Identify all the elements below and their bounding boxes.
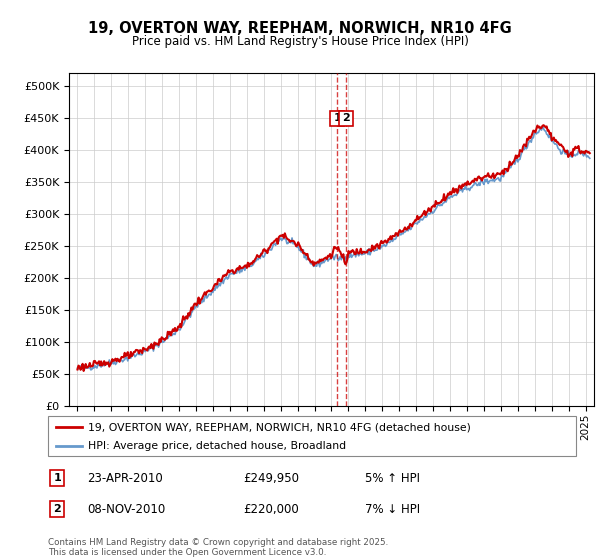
Text: £249,950: £249,950 [244, 472, 299, 484]
Text: HPI: Average price, detached house, Broadland: HPI: Average price, detached house, Broa… [88, 441, 346, 451]
Text: 19, OVERTON WAY, REEPHAM, NORWICH, NR10 4FG: 19, OVERTON WAY, REEPHAM, NORWICH, NR10 … [88, 21, 512, 36]
Text: 7% ↓ HPI: 7% ↓ HPI [365, 503, 420, 516]
Text: Contains HM Land Registry data © Crown copyright and database right 2025.
This d: Contains HM Land Registry data © Crown c… [48, 538, 388, 557]
Text: 23-APR-2010: 23-APR-2010 [88, 472, 163, 484]
Text: Price paid vs. HM Land Registry's House Price Index (HPI): Price paid vs. HM Land Registry's House … [131, 35, 469, 48]
Text: 5% ↑ HPI: 5% ↑ HPI [365, 472, 420, 484]
Text: 2: 2 [342, 113, 350, 123]
FancyBboxPatch shape [48, 416, 576, 456]
Text: 2: 2 [53, 505, 61, 514]
Text: 1: 1 [333, 113, 341, 123]
Text: 1: 1 [53, 473, 61, 483]
Text: £220,000: £220,000 [244, 503, 299, 516]
Text: 08-NOV-2010: 08-NOV-2010 [88, 503, 166, 516]
Text: 19, OVERTON WAY, REEPHAM, NORWICH, NR10 4FG (detached house): 19, OVERTON WAY, REEPHAM, NORWICH, NR10 … [88, 422, 470, 432]
